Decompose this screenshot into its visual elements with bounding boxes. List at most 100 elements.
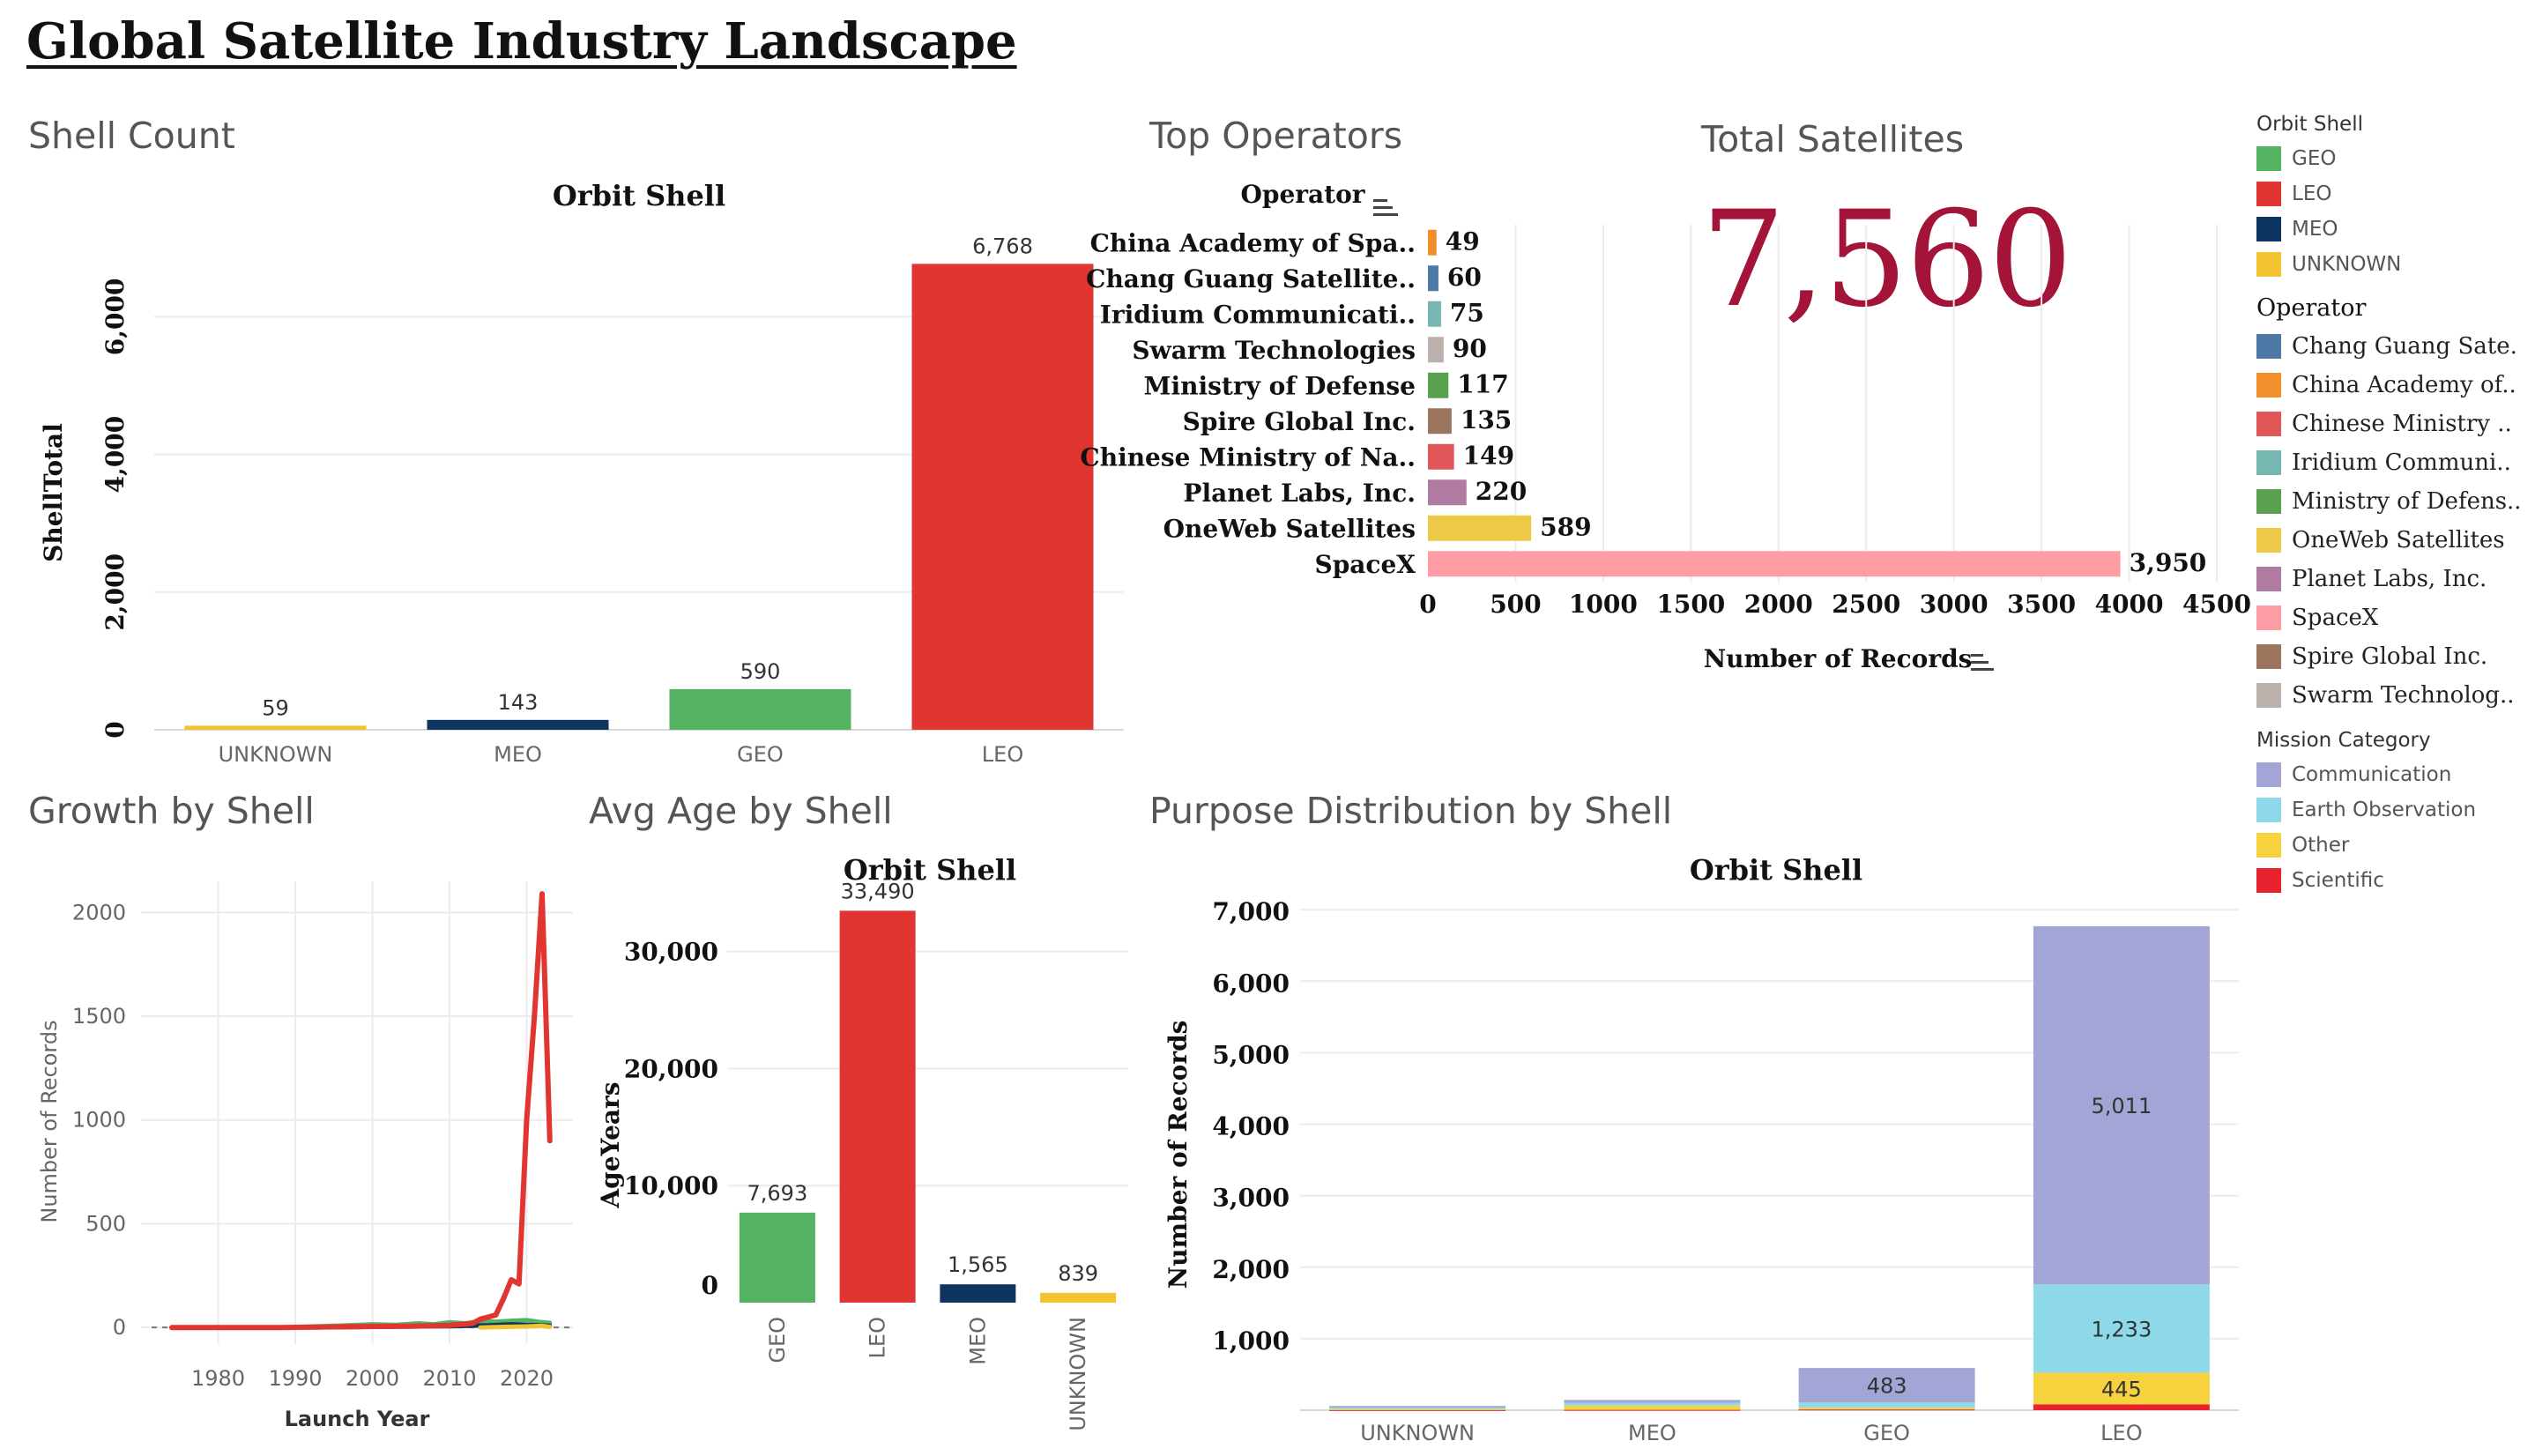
legend-item[interactable]: LEO <box>2256 176 2530 212</box>
legend-item[interactable]: GEO <box>2256 141 2530 176</box>
x-tick-label: 2000 <box>1744 590 1813 619</box>
legend-item[interactable]: Other <box>2256 828 2530 863</box>
legend-item[interactable]: Spire Global Inc. <box>2256 637 2530 676</box>
x-tick-label: MEO <box>965 1317 990 1365</box>
legend-swatch <box>2256 528 2281 553</box>
legend-item[interactable]: MEO <box>2256 212 2530 247</box>
x-tick-label: GEO <box>1863 1421 1910 1445</box>
series-line-leo <box>169 891 553 1331</box>
data-label: 483 <box>1867 1374 1907 1399</box>
y-tick-label: 10,000 <box>624 1171 718 1200</box>
bar-segment <box>1329 1407 1506 1409</box>
category-label: Spire Global Inc. <box>1183 407 1416 436</box>
y-tick-label: 3,000 <box>1212 1184 1290 1213</box>
x-tick-label: 2500 <box>1832 590 1900 619</box>
y-tick-label: 2000 <box>72 900 126 925</box>
legend-item[interactable]: Planet Labs, Inc. <box>2256 560 2530 598</box>
legend-item[interactable]: Swarm Technolog.. <box>2256 676 2530 715</box>
x-tick-label: 2020 <box>500 1366 554 1391</box>
legend-label: OneWeb Satellites <box>2292 527 2505 553</box>
bar-segment <box>1798 1409 1975 1411</box>
bar-segment <box>2033 1372 2210 1405</box>
data-label: 5,011 <box>2092 1094 2152 1118</box>
category-label: SpaceX <box>1314 550 1416 579</box>
legend-item[interactable]: Iridium Communi.. <box>2256 443 2530 482</box>
legend-label: Ministry of Defens.. <box>2292 488 2519 515</box>
y-tick-label: 1000 <box>72 1108 126 1133</box>
y-tick-label: 500 <box>85 1211 126 1236</box>
legend-swatch <box>2256 798 2281 822</box>
legend-item[interactable]: China Academy of.. <box>2256 366 2530 405</box>
legend-swatch <box>2256 182 2281 206</box>
bar <box>1428 229 1437 256</box>
data-label: 90 <box>1453 334 1487 363</box>
legend-label: China Academy of.. <box>2292 372 2516 398</box>
legend-title-orbit-shell: Orbit Shell <box>2256 113 2363 136</box>
category-label: Ministry of Defense <box>1144 371 1416 400</box>
data-label: 75 <box>1450 298 1484 327</box>
bar-segment <box>1564 1402 1741 1406</box>
bar <box>1428 551 2121 577</box>
section-title-purpose-distribution: Purpose Distribution by Shell <box>1149 790 1673 832</box>
legend-item[interactable]: Earth Observation <box>2256 792 2530 828</box>
y-tick-label: 5,000 <box>1212 1040 1290 1069</box>
legend-item[interactable]: Chinese Ministry .. <box>2256 405 2530 443</box>
bar <box>911 264 1094 730</box>
legend-item[interactable]: Chang Guang Sate.. <box>2256 327 2530 366</box>
legend-swatch <box>2256 252 2281 277</box>
legend-swatch <box>2256 605 2281 630</box>
data-label: 117 <box>1457 369 1508 398</box>
x-tick-label: MEO <box>494 742 542 767</box>
legend-label: Iridium Communi.. <box>2292 449 2511 476</box>
bar-segment <box>2033 1284 2210 1373</box>
legend-operator: Chang Guang Sate.. China Academy of.. Chin… <box>2256 327 2530 715</box>
legend-item[interactable]: OneWeb Satellites <box>2256 521 2530 560</box>
legend-label: Earth Observation <box>2292 799 2477 821</box>
legend-orbit-shell: GEO LEO MEO UNKNOWN <box>2256 141 2530 282</box>
bar-segment <box>1798 1402 1975 1408</box>
bar <box>739 1212 815 1303</box>
section-title-shell-count: Shell Count <box>28 115 235 157</box>
sort-icon <box>1373 199 1387 202</box>
legend-label: GEO <box>2292 147 2337 170</box>
bar <box>940 1284 1016 1303</box>
legend-item[interactable]: SpaceX <box>2256 598 2530 637</box>
legend-label: Communication <box>2292 763 2452 786</box>
legend-item[interactable]: UNKNOWN <box>2256 247 2530 282</box>
data-label: 49 <box>1446 227 1480 256</box>
legend-item[interactable]: Ministry of Defens.. <box>2256 482 2530 521</box>
data-label: 149 <box>1463 441 1514 470</box>
y-tick-label: 2,000 <box>100 553 130 631</box>
legend-label: UNKNOWN <box>2292 253 2402 276</box>
legend-swatch <box>2256 644 2281 669</box>
bar <box>839 910 916 1303</box>
x-tick-label: UNKNOWN <box>1066 1317 1090 1431</box>
sort-icon <box>1373 206 1393 209</box>
y-tick-label: 7,000 <box>1212 897 1290 926</box>
bar <box>669 688 851 730</box>
category-label: Planet Labs, Inc. <box>1183 479 1416 508</box>
legend-item[interactable]: Scientific <box>2256 863 2530 898</box>
data-label: 445 <box>2101 1377 2142 1401</box>
bar-segment <box>1798 1368 1975 1403</box>
y-tick-label: 0 <box>100 721 130 738</box>
x-tick-label: 4500 <box>2182 590 2251 619</box>
legend-swatch <box>2256 489 2281 514</box>
dashboard-title: Global Satellite Industry Landscape <box>26 12 1017 71</box>
x-tick-label: LEO <box>2100 1421 2142 1445</box>
data-label: 59 <box>262 695 289 720</box>
x-axis-label: Launch Year <box>285 1407 430 1431</box>
data-label: 135 <box>1461 405 1512 435</box>
legend-label: Planet Labs, Inc. <box>2292 566 2487 592</box>
y-tick-label: 30,000 <box>624 938 718 967</box>
bar-segment <box>1798 1408 1975 1410</box>
legend-swatch <box>2256 217 2281 241</box>
data-label: 33,490 <box>841 879 915 903</box>
bar <box>1428 301 1441 327</box>
category-label: OneWeb Satellites <box>1163 514 1416 543</box>
data-label: 7,693 <box>747 1181 808 1206</box>
legend-label: Chinese Ministry .. <box>2292 411 2512 437</box>
bar <box>184 725 367 730</box>
data-label: 60 <box>1447 263 1482 292</box>
legend-item[interactable]: Communication <box>2256 757 2530 792</box>
